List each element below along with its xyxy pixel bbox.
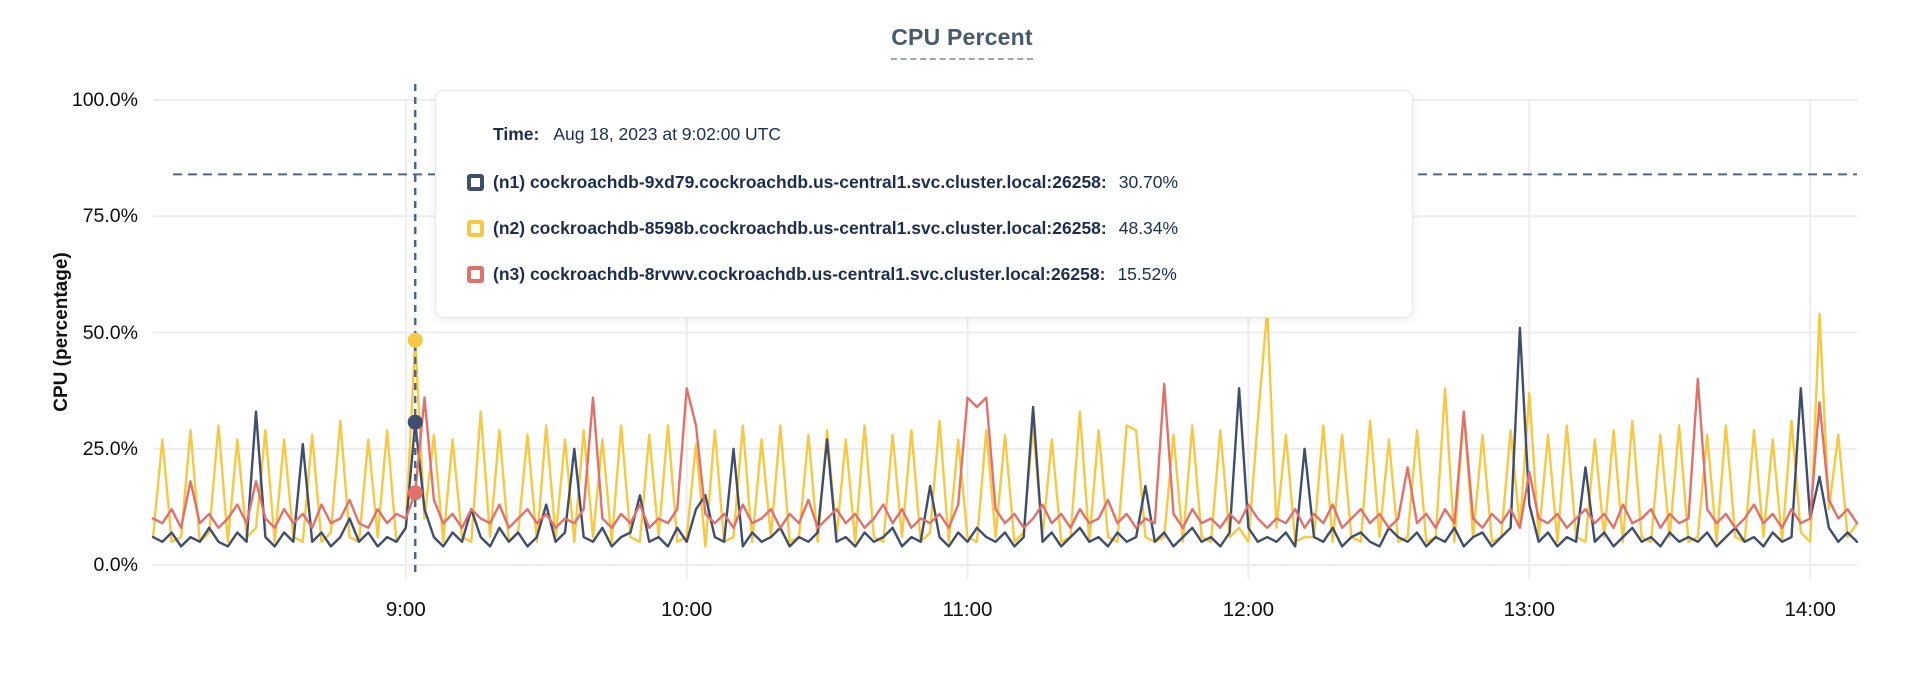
series-line-n1 <box>151 326 1859 548</box>
tooltip-series-n2-label: (n2) cockroachdb-8598b.cockroachdb.us-ce… <box>493 217 1107 238</box>
tooltip-series-rows: (n1) cockroachdb-9xd79.cockroachdb.us-ce… <box>467 159 1392 297</box>
series-line-n2 <box>151 308 1859 548</box>
hover-dot-n2 <box>407 332 423 348</box>
y-tick-label: 25.0% <box>82 437 138 460</box>
gridlines <box>153 99 1857 579</box>
tooltip-series-row-n3: (n3) cockroachdb-8rvwv.cockroachdb.us-ce… <box>467 251 1392 297</box>
tooltip-series-row-n2: (n2) cockroachdb-8598b.cockroachdb.us-ce… <box>467 205 1392 251</box>
x-tick-label: 13:00 <box>1503 598 1555 621</box>
tooltip-time-row: Time: Aug 18, 2023 at 9:02:00 UTC <box>493 121 1392 147</box>
series-n3-color-swatch-icon <box>467 265 484 283</box>
y-tick-label: 75.0% <box>82 205 138 228</box>
tooltip-time-value: Aug 18, 2023 at 9:02:00 UTC <box>553 123 782 144</box>
x-tick-label: 10:00 <box>661 598 713 621</box>
y-tick-label: 50.0% <box>82 321 138 344</box>
x-tick-label: 9:00 <box>385 598 426 621</box>
tooltip-series-n1-value: 30.70% <box>1118 171 1179 192</box>
series-n2-color-swatch-icon <box>467 219 484 237</box>
y-tick-label: 0.0% <box>93 554 138 576</box>
tooltip-series-n3-label: (n3) cockroachdb-8rvwv.cockroachdb.us-ce… <box>493 263 1106 284</box>
x-tick-label: 14:00 <box>1784 598 1836 621</box>
x-tick-label: 11:00 <box>942 598 993 621</box>
hover-dot-n1 <box>407 414 423 430</box>
chart-tooltip: Time: Aug 18, 2023 at 9:02:00 UTC (n1) c… <box>435 90 1413 318</box>
hover-dot-n3 <box>407 485 423 501</box>
tooltip-series-n2-value: 48.34% <box>1118 217 1179 238</box>
tooltip-series-n3-value: 15.52% <box>1117 263 1177 284</box>
tooltip-time-label: Time: <box>493 123 540 144</box>
tooltip-series-n1-label: (n1) cockroachdb-9xd79.cockroachdb.us-ce… <box>493 171 1107 192</box>
series-line-n3 <box>151 377 1859 529</box>
series-n1-color-swatch-icon <box>467 173 484 191</box>
y-tick-label: 100.0% <box>71 89 138 111</box>
x-tick-label: 12:00 <box>1222 598 1275 621</box>
tooltip-series-row-n1: (n1) cockroachdb-9xd79.cockroachdb.us-ce… <box>467 159 1392 205</box>
